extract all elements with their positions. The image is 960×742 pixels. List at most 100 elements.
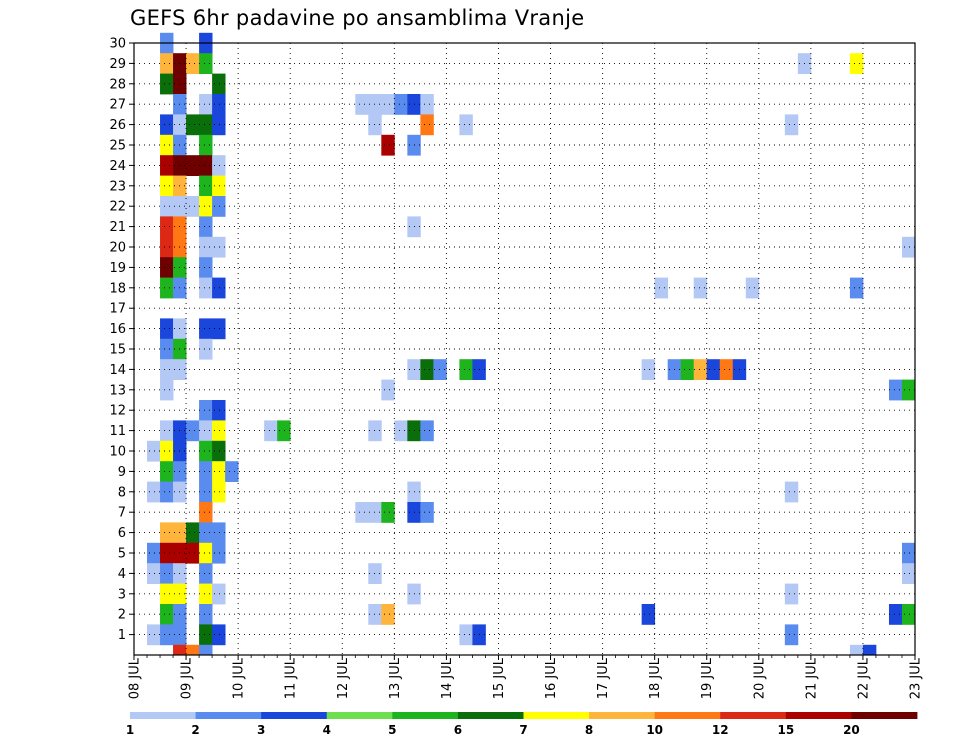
- y-tick-label: 2: [118, 608, 126, 623]
- precip-cell: [212, 277, 226, 299]
- precip-cell: [420, 359, 434, 380]
- y-tick-label: 15: [109, 343, 126, 358]
- legend-swatch: [785, 712, 852, 719]
- legend-label: 7: [519, 723, 527, 737]
- precip-cell: [212, 236, 226, 258]
- precip-cell: [160, 53, 174, 74]
- x-tick-label: 23 JUL: [909, 657, 924, 699]
- precip-cell: [199, 277, 213, 299]
- precip-cell: [160, 542, 174, 564]
- y-tick-label: 14: [109, 363, 126, 378]
- precip-cell: [199, 175, 213, 197]
- precip-cell: [199, 522, 213, 544]
- precip-cell: [160, 134, 174, 156]
- precip-cell: [212, 522, 226, 544]
- precip-cell: [355, 502, 369, 523]
- precip-cell: [160, 73, 174, 95]
- precip-cell: [706, 359, 721, 380]
- precip-cell: [784, 624, 799, 646]
- x-tick-label: 12 JUL: [336, 657, 351, 699]
- precip-cell: [901, 542, 916, 564]
- precip-cell: [147, 481, 161, 503]
- precip-cell: [186, 644, 200, 656]
- precip-cell: [199, 604, 213, 625]
- x-tick-label: 14 JUL: [440, 657, 455, 699]
- precip-cell: [264, 420, 278, 442]
- legend-label: 3: [257, 723, 265, 737]
- x-tick-label: 18 JUL: [648, 657, 663, 699]
- precip-cell: [160, 604, 174, 625]
- precip-cell: [381, 94, 395, 115]
- x-tick-label: 22 JUL: [856, 657, 871, 699]
- precip-cell: [199, 216, 213, 238]
- precip-cell: [160, 236, 174, 258]
- y-tick-label: 5: [118, 547, 126, 562]
- precip-cell: [901, 236, 916, 258]
- precip-cell: [784, 583, 799, 605]
- precip-cell: [186, 420, 200, 442]
- precip-cell: [368, 420, 382, 442]
- precip-cell: [199, 400, 213, 421]
- precip-cell: [849, 644, 864, 656]
- precip-cell: [160, 196, 174, 217]
- precip-cell: [784, 481, 799, 503]
- y-tick-label: 22: [109, 200, 126, 215]
- precip-cell: [368, 604, 382, 625]
- legend-label: 6: [454, 723, 462, 737]
- precip-cell: [719, 359, 734, 380]
- legend-swatch: [261, 712, 328, 719]
- x-tick-label: 17 JUL: [596, 657, 611, 699]
- legend-label: 20: [843, 723, 860, 737]
- precip-cell: [355, 94, 369, 115]
- y-tick-label: 28: [109, 77, 126, 92]
- precip-cell: [186, 196, 200, 217]
- y-tick-label: 30: [109, 37, 126, 52]
- precip-cell: [186, 114, 200, 136]
- x-tick-label: 15 JUL: [492, 657, 507, 699]
- precip-cell: [199, 114, 213, 136]
- precip-cell: [160, 461, 174, 482]
- precip-cell: [901, 604, 916, 625]
- legend-swatch: [851, 712, 918, 719]
- y-tick-label: 20: [109, 241, 126, 256]
- precip-cell: [160, 563, 174, 584]
- precip-cell: [212, 440, 226, 462]
- precip-cell: [394, 420, 408, 442]
- precip-cell: [199, 583, 213, 605]
- y-tick-label: 24: [109, 159, 126, 174]
- precip-cell: [160, 114, 174, 136]
- precip-cell: [212, 583, 226, 605]
- precip-cell: [420, 114, 434, 136]
- precip-cell: [160, 277, 174, 299]
- precip-cell: [212, 155, 226, 176]
- legend-swatch: [654, 712, 721, 719]
- precip-cell: [212, 481, 226, 503]
- precip-cell: [745, 277, 760, 299]
- precip-cell: [199, 155, 213, 176]
- precip-cell: [199, 644, 213, 656]
- precip-cell: [160, 624, 174, 646]
- precip-cell: [212, 196, 226, 217]
- precip-cell: [212, 400, 226, 421]
- precip-cell: [212, 114, 226, 136]
- precip-cell: [433, 359, 447, 380]
- legend-swatch: [326, 712, 393, 719]
- precip-cell: [199, 236, 213, 258]
- y-tick-label: 16: [109, 322, 126, 337]
- precip-cell: [160, 155, 174, 176]
- precip-cell: [849, 277, 864, 299]
- precip-cell: [199, 94, 213, 115]
- precip-cell: [888, 604, 903, 625]
- legend-swatch: [589, 712, 656, 719]
- y-tick-label: 13: [109, 383, 126, 398]
- precip-cell: [199, 196, 213, 217]
- precip-cell: [849, 53, 864, 74]
- legend-label: 8: [585, 723, 593, 737]
- precip-cell: [160, 257, 174, 278]
- y-tick-label: 19: [109, 261, 126, 276]
- precip-cell: [862, 644, 877, 656]
- precip-cell: [368, 563, 382, 584]
- precip-cell: [381, 134, 395, 156]
- precip-cell: [212, 318, 226, 340]
- precip-cell: [199, 420, 213, 442]
